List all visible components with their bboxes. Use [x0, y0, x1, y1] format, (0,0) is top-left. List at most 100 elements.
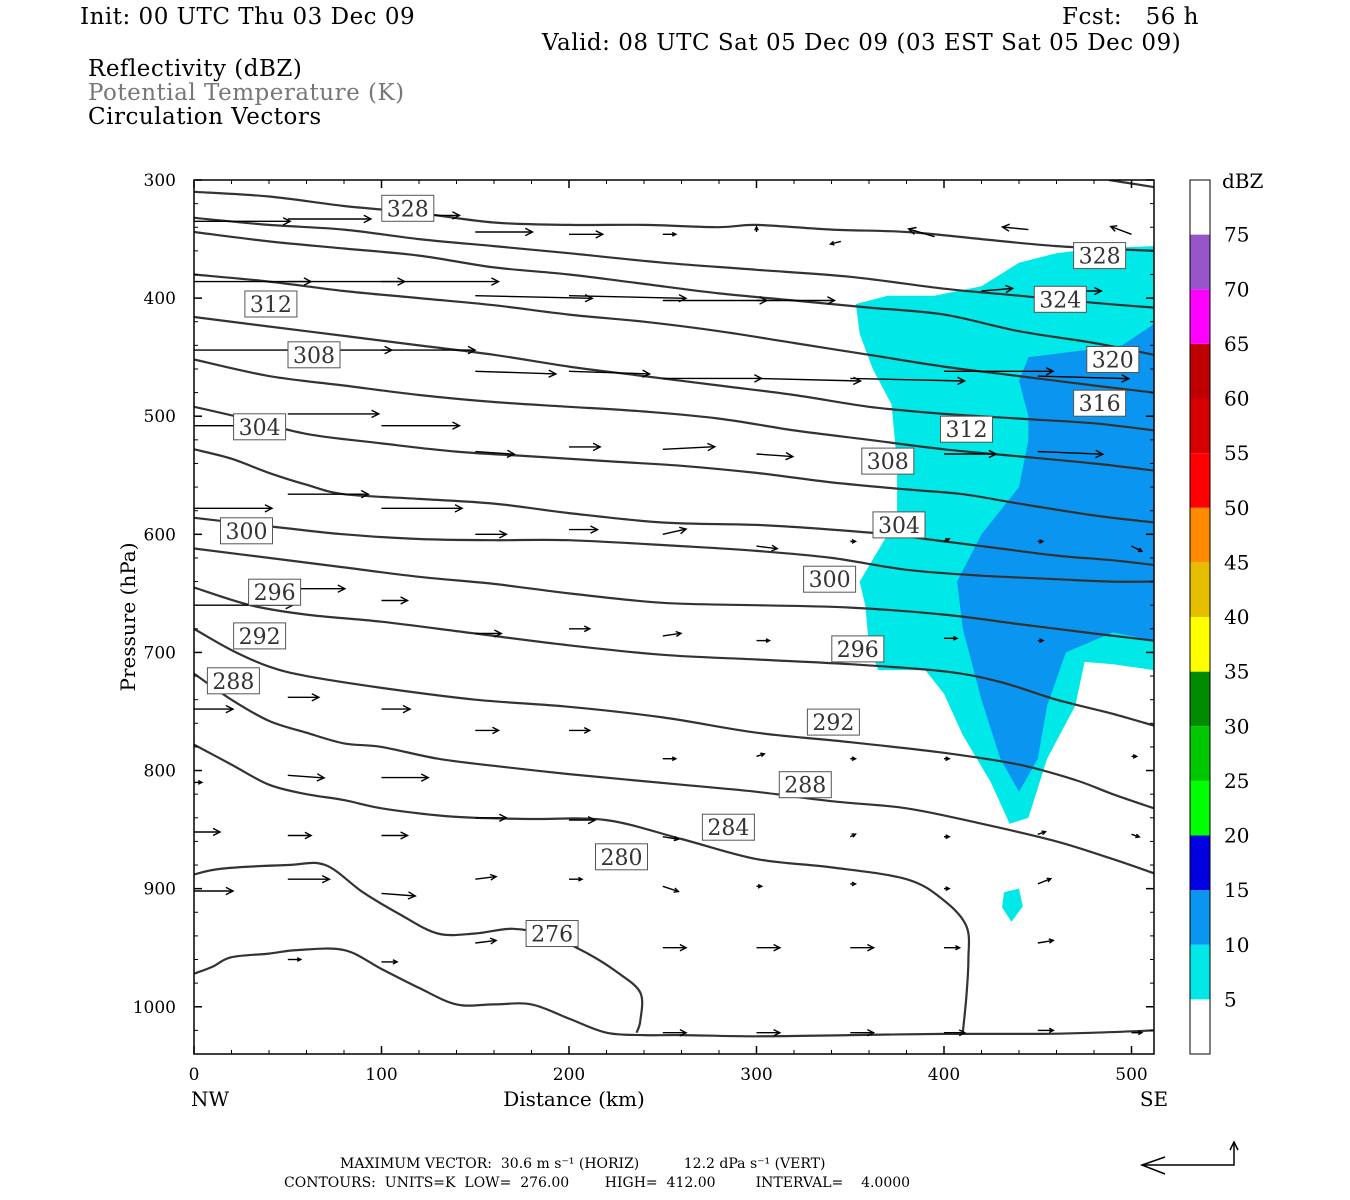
y-tick-label-600: 600 — [144, 525, 176, 545]
svg-text:304: 304 — [878, 514, 920, 539]
contour-label-292-16: 292 — [806, 708, 860, 736]
y-tick-label-400: 400 — [144, 289, 176, 309]
circulation-vector-85 — [475, 873, 498, 881]
circulation-vector-63 — [569, 726, 592, 734]
circulation-vector-64 — [662, 756, 678, 762]
x-tick-label-100: 100 — [365, 1065, 397, 1085]
circulation-vector-83 — [287, 874, 331, 884]
svg-text:296: 296 — [254, 581, 296, 606]
circulation-vector-31 — [287, 409, 381, 419]
circulation-vector-38 — [1037, 449, 1105, 459]
circulation-vector-59 — [194, 704, 235, 714]
svg-text:300: 300 — [226, 520, 268, 545]
colorbar-segment-4 — [1190, 780, 1210, 836]
circulation-vector-87 — [662, 885, 680, 893]
field-potential-temperature: Potential Temperature (K) — [88, 80, 405, 106]
circulation-vector-32 — [381, 421, 462, 430]
colorbar-label-25: 25 — [1224, 769, 1249, 793]
theta-contour-324-13 — [194, 230, 1154, 356]
circulation-vector-47 — [943, 538, 951, 543]
circulation-vector-6 — [754, 225, 759, 232]
colorbar-segment-9 — [1190, 507, 1210, 563]
circulation-vector-73 — [569, 815, 597, 825]
theta-contour-296-6 — [194, 547, 1154, 642]
colorbar-label-45: 45 — [1224, 550, 1249, 574]
circulation-vector-94 — [475, 937, 498, 945]
contour-label-300-11: 300 — [220, 517, 273, 545]
colorbar-label-10: 10 — [1224, 933, 1249, 957]
theta-contour-280-2 — [194, 743, 971, 1033]
circulation-vector-23 — [475, 369, 558, 378]
circulation-vector-103 — [944, 1029, 967, 1037]
circulation-vector-20 — [194, 345, 300, 355]
svg-text:312: 312 — [946, 418, 988, 443]
x-axis-label: Distance (km) — [503, 1087, 645, 1111]
colorbar-segment-8 — [1190, 562, 1210, 617]
colorbar-label-50: 50 — [1224, 496, 1249, 520]
contour-info-note: CONTOURS: UNITS=K LOW= 276.00 HIGH= 412.… — [284, 1175, 911, 1191]
circulation-vector-91 — [1037, 877, 1053, 885]
contour-label-308-8: 308 — [861, 447, 915, 475]
circulation-vector-61 — [381, 704, 412, 714]
colorbar-label-15: 15 — [1224, 878, 1249, 902]
circulation-vector-1 — [287, 214, 373, 224]
svg-text:280: 280 — [601, 846, 643, 871]
reflectivity-region-10dbz-2 — [957, 324, 1154, 792]
svg-text:312: 312 — [250, 293, 292, 318]
contour-label-320-3: 320 — [1086, 346, 1140, 374]
theta-contour-292-5 — [194, 586, 1154, 727]
field-circulation-vectors: Circulation Vectors — [88, 104, 322, 130]
circulation-vector-42 — [475, 530, 508, 539]
circulation-vector-88 — [756, 883, 764, 889]
theta-contour-300-7 — [194, 516, 1154, 583]
colorbar-segment-5 — [1190, 726, 1210, 781]
circulation-vector-35 — [662, 442, 717, 452]
circulation-vector-39 — [194, 504, 274, 513]
colorbar-segment-7 — [1190, 617, 1210, 672]
colorbar-segment-3 — [1190, 835, 1210, 891]
contour-label-316-4: 316 — [1073, 389, 1127, 417]
circulation-vector-41 — [381, 504, 464, 513]
valid-time: Valid: 08 UTC Sat 05 Dec 09 (03 EST Sat … — [542, 30, 1182, 56]
y-axis-label: Pressure (hPa) — [116, 543, 140, 692]
x-tick-label-0: 0 — [189, 1065, 200, 1085]
contour-label-280-20: 280 — [595, 843, 648, 871]
circulation-vector-89 — [850, 881, 858, 887]
circulation-vector-67 — [944, 756, 951, 762]
max-vector-note: MAXIMUM VECTOR: 30.6 m s⁻¹ (HORIZ) 12.2 … — [340, 1156, 826, 1172]
svg-text:300: 300 — [809, 568, 851, 593]
circulation-vector-81 — [381, 831, 410, 840]
circulation-vector-44 — [662, 526, 688, 535]
circulation-vector-52 — [381, 596, 410, 605]
y-tick-label-300: 300 — [144, 171, 176, 191]
contour-label-288-18: 288 — [778, 771, 832, 799]
contour-label-296-14: 296 — [831, 635, 885, 663]
svg-text:296: 296 — [837, 638, 879, 663]
theta-contour-276-1 — [194, 861, 644, 1034]
theta-contour-312-10 — [194, 358, 1154, 472]
circulation-vector-82 — [194, 886, 235, 896]
svg-text:292: 292 — [239, 625, 281, 650]
contour-label-300-12: 300 — [803, 565, 857, 593]
circulation-vector-10 — [1109, 225, 1132, 235]
theta-contour-316-11 — [194, 315, 1154, 432]
contour-label-276-21: 276 — [525, 920, 579, 948]
circulation-vector-24 — [568, 369, 652, 378]
circulation-vector-17 — [756, 296, 837, 305]
circulation-vector-28 — [944, 367, 1055, 376]
circulation-vector-58 — [1037, 638, 1045, 644]
circulation-vector-4 — [569, 230, 605, 239]
colorbar-label-30: 30 — [1224, 714, 1249, 738]
colorbar-unit: dBZ — [1222, 169, 1264, 193]
circulation-vector-97 — [850, 943, 876, 952]
svg-text:320: 320 — [1092, 349, 1134, 374]
contour-label-328-1: 328 — [1073, 242, 1127, 270]
svg-text:292: 292 — [812, 711, 854, 736]
x-end-label-left: NW — [191, 1087, 230, 1111]
circulation-vector-8 — [907, 226, 935, 238]
contour-label-304-10: 304 — [872, 511, 926, 539]
circulation-vector-22 — [381, 345, 477, 355]
colorbar-segment-12 — [1190, 343, 1210, 399]
colorbar-label-55: 55 — [1224, 441, 1249, 465]
circulation-vector-93 — [381, 959, 399, 965]
